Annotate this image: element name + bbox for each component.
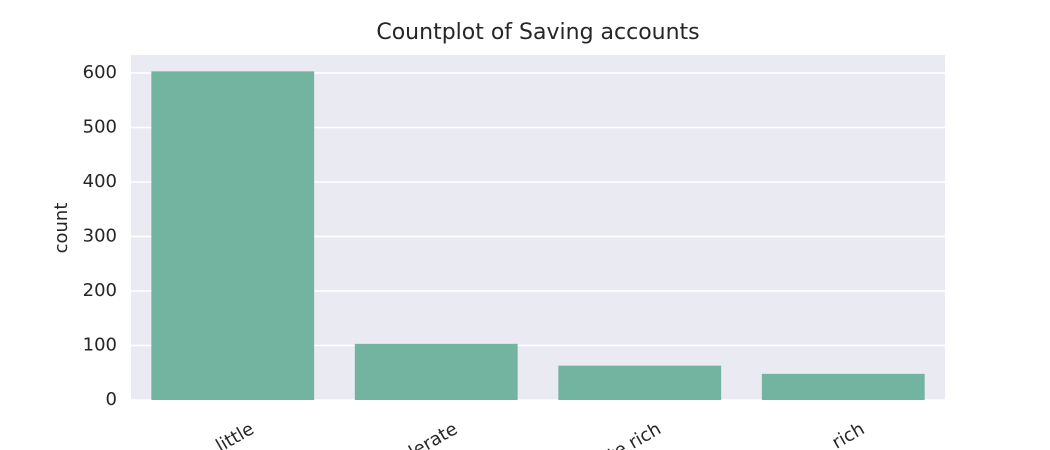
- y-tick-label: 400: [83, 171, 117, 192]
- bar: [151, 71, 315, 400]
- y-tick-label: 600: [83, 62, 117, 83]
- y-tick-label: 100: [83, 334, 117, 355]
- y-tick-label: 300: [83, 225, 117, 246]
- x-tick-label: rich: [829, 418, 869, 450]
- bar: [761, 373, 925, 400]
- y-tick-label: 200: [83, 280, 117, 301]
- bar: [354, 343, 518, 400]
- x-tick-label: moderate: [375, 418, 461, 450]
- y-tick-label: 500: [83, 116, 117, 137]
- x-tick-label: quite rich: [580, 418, 664, 450]
- bar: [558, 365, 722, 400]
- x-tick-label: little: [212, 418, 257, 450]
- y-tick-label: 0: [106, 389, 117, 410]
- chart-title: Countplot of Saving accounts: [376, 20, 699, 45]
- y-axis-label: count: [51, 203, 72, 254]
